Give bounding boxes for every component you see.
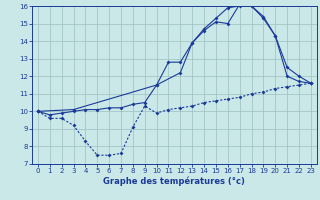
X-axis label: Graphe des températures (°c): Graphe des températures (°c) — [103, 177, 245, 186]
